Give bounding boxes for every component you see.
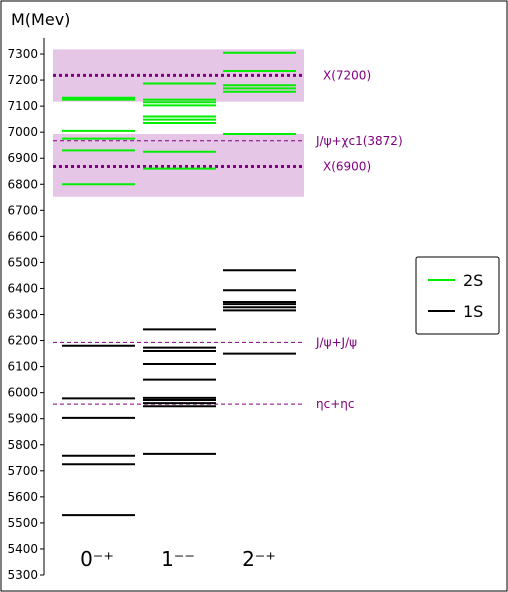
y-tick-label-7: 6000 [7,386,38,400]
legend-label-2S: 2S [463,271,483,290]
y-tick-label-2: 5500 [7,516,38,530]
y-tick-label-0: 5300 [7,568,38,582]
y-tick-label-20: 7300 [7,47,38,61]
y-tick-label-13: 6600 [7,229,38,243]
category-label-2: 2⁻⁺ [242,547,276,571]
y-tick-label-14: 6700 [7,203,38,217]
levels-layer [62,51,296,517]
legend: 2S 1S [415,256,500,335]
y-tick-label-6: 5900 [7,412,38,426]
y-axis-title: M(Mev) [11,10,70,29]
y-tick-label-1: 5400 [7,542,38,556]
legend-label-1S: 1S [463,302,483,321]
y-tick-label-15: 6800 [7,177,38,191]
category-label-1: 1⁻⁻ [161,547,195,571]
y-tick-label-10: 6300 [7,308,38,322]
y-tick-label-8: 6100 [7,360,38,374]
y-tick-label-11: 6400 [7,281,38,295]
bands-layer [53,49,304,197]
y-tick-label-9: 6200 [7,334,38,348]
shaded-band-1 [53,49,304,102]
reference-label-3: J/ψ+J/ψ [315,335,357,349]
y-tick-label-3: 5600 [7,490,38,504]
reference-label-1: J/ψ+χc1(3872) [315,134,403,148]
y-tick-label-18: 7100 [7,99,38,113]
y-axis: 5300 5400 5500 5600 5700 5800 5900 6000 6100 6200… [7,38,45,582]
reference-label-2: X(6900) [323,160,371,174]
category-labels: 0⁻⁺ 1⁻⁻ 2⁻⁺ [80,547,276,571]
y-tick-label-19: 7200 [7,73,38,87]
y-tick-label-12: 6500 [7,255,38,269]
reference-label-4: ηc+ηc [316,397,354,411]
reference-lines-layer: X(7200) J/ψ+χc1(3872) X(6900) J/ψ+J/ψ ηc+ηc [53,68,403,411]
reference-label-0: X(7200) [323,68,371,82]
y-tick-label-17: 7000 [7,125,38,139]
y-tick-label-4: 5700 [7,464,38,478]
y-tick-label-16: 6900 [7,151,38,165]
category-label-0: 0⁻⁺ [80,547,114,571]
shaded-band-0 [53,133,304,197]
legend-box [415,256,500,335]
y-tick-label-5: 5800 [7,438,38,452]
